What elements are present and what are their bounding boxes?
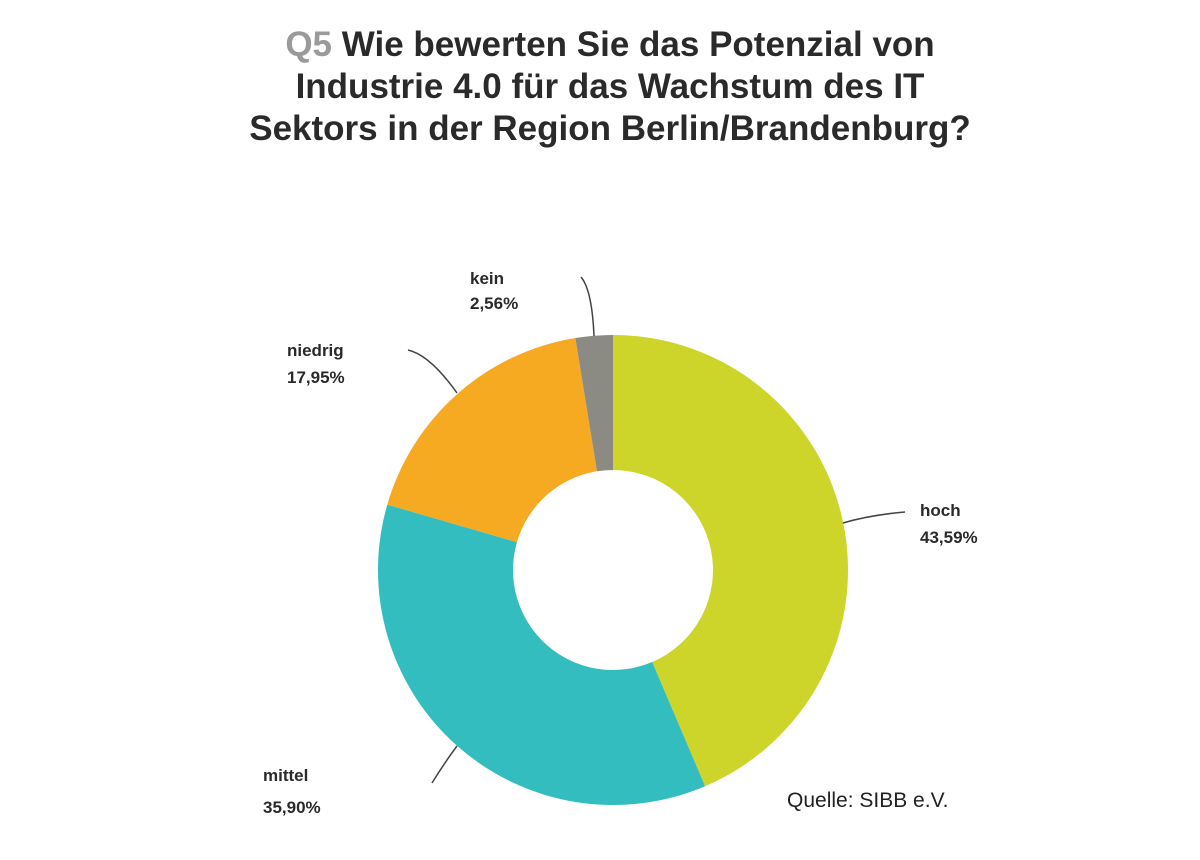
chart-title: Q5 Wie bewerten Sie das Potenzial von In…	[150, 24, 1070, 150]
title-line-1: Wie bewerten Sie das Potenzial von	[341, 25, 935, 64]
question-number: Q5	[285, 25, 333, 64]
source-note: Quelle: SIBB e.V.	[787, 789, 949, 812]
leader-line-mittel	[431, 745, 458, 784]
value-mittel: 35,90%	[263, 798, 321, 817]
leader-lines	[407, 276, 906, 784]
value-niedrig: 17,95%	[287, 368, 345, 387]
leader-line-niedrig	[407, 349, 458, 394]
leader-line-kein	[580, 276, 595, 337]
title-line-2: Industrie 4.0 für das Wachstum des IT	[295, 67, 925, 106]
slice-kein	[575, 335, 613, 472]
title-line-3: Sektors in der Region Berlin/Brandenburg…	[249, 109, 971, 148]
slice-niedrig	[387, 338, 597, 543]
label-hoch: hoch	[920, 501, 961, 520]
label-kein: kein	[470, 269, 504, 288]
label-mittel: mittel	[263, 766, 308, 785]
value-hoch: 43,59%	[920, 528, 978, 547]
leader-line-hoch	[842, 511, 906, 524]
label-niedrig: niedrig	[287, 341, 344, 360]
slice-mittel	[377, 504, 706, 806]
value-kein: 2,56%	[470, 294, 518, 313]
slice-hoch	[613, 335, 848, 787]
